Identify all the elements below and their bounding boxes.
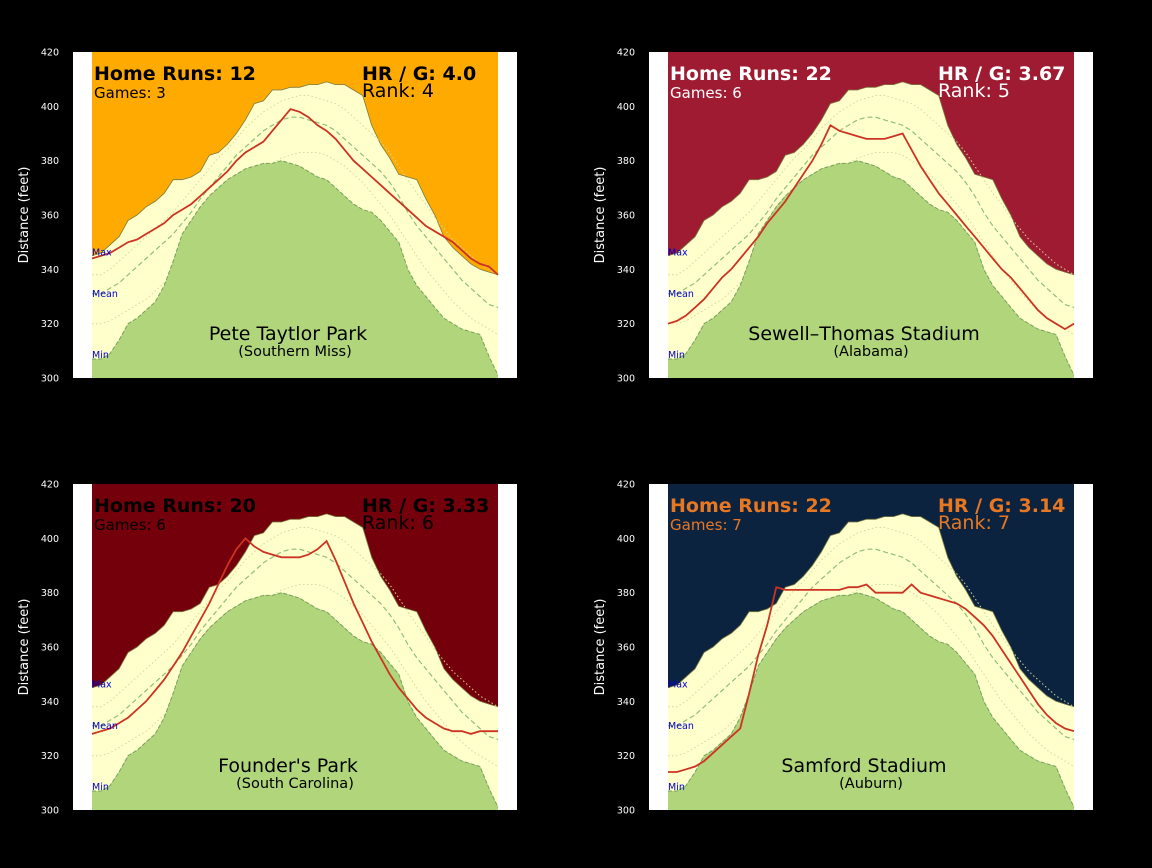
hr-per-game-text: HR / G: 3.33 — [362, 495, 489, 517]
mean-band-label: Mean — [92, 721, 118, 732]
fence-range-band — [92, 81, 498, 376]
y-tick-label: 300 — [41, 374, 59, 385]
home-runs-text: Home Runs: 12 — [94, 63, 256, 85]
max-fence-edge — [667, 81, 1075, 276]
y-tick-label: 300 — [617, 806, 635, 817]
team-name: (South Carolina) — [236, 776, 354, 792]
field-area — [668, 592, 1074, 810]
chart-panel-3: 300 320 340 360 380 400 420 Distance (feet) Max M… — [17, 480, 517, 817]
park-fence-line — [667, 124, 1075, 331]
y-tick-label: 400 — [41, 534, 59, 545]
max-band-label: Max — [92, 679, 112, 690]
mean-fence-line — [92, 116, 499, 308]
y-tick-label: 420 — [41, 480, 59, 491]
mean-fence-line — [668, 116, 1075, 308]
y-tick-label: 420 — [617, 480, 635, 491]
y-tick-label: 400 — [617, 102, 635, 113]
min-fence-edge — [668, 160, 1075, 376]
chart-panel-4: 300 320 340 360 380 400 420 Distance (feet) Max M… — [593, 480, 1093, 817]
max-band-label: Max — [92, 247, 112, 258]
y-tick-label: 380 — [617, 588, 635, 599]
min-fence-edge — [668, 592, 1075, 808]
y-tick-label: 380 — [41, 156, 59, 167]
y-tick-label: 400 — [41, 102, 59, 113]
team-name: (Alabama) — [833, 344, 908, 360]
team-name: (Auburn) — [839, 776, 903, 792]
y-axis-label: Distance (feet) — [593, 167, 608, 264]
games-text: Games: 3 — [94, 84, 166, 102]
chart-panel-2: 300 320 340 360 380 400 420 Distance (feet) Max M… — [593, 48, 1093, 385]
rank-text: Rank: 6 — [362, 512, 434, 534]
mean-fence-line — [92, 548, 499, 740]
y-tick-label: 400 — [617, 534, 635, 545]
home-runs-text: Home Runs: 22 — [670, 495, 832, 517]
field-area — [92, 592, 498, 810]
min-fence-edge — [92, 592, 499, 808]
y-tick-label: 340 — [617, 697, 635, 708]
mean-fence-line — [668, 548, 1075, 740]
max-fence-edge — [91, 81, 499, 276]
hr-per-game-text: HR / G: 3.14 — [938, 495, 1065, 517]
park-fence-line — [668, 583, 1075, 773]
fence-range-band — [668, 513, 1074, 808]
park-name: Samford Stadium — [781, 755, 946, 777]
park-name: Pete Taytlor Park — [209, 323, 367, 345]
y-tick-label: 340 — [41, 265, 59, 276]
park-fence-line — [91, 536, 498, 735]
team-name: (Southern Miss) — [238, 344, 352, 360]
max-band-label: Max — [668, 247, 688, 258]
max-fence-edge — [91, 513, 499, 708]
y-tick-label: 380 — [41, 588, 59, 599]
y-tick-label: 300 — [617, 374, 635, 385]
fence-range-band — [92, 513, 498, 808]
y-tick-label: 320 — [41, 751, 59, 762]
min-band-label: Min — [92, 350, 109, 361]
max-band-label: Max — [668, 679, 688, 690]
mean-band-label: Mean — [668, 721, 694, 732]
y-tick-label: 360 — [41, 211, 59, 222]
field-area — [668, 160, 1074, 378]
hr-per-game-text: HR / G: 3.67 — [938, 63, 1065, 85]
min-band-label: Min — [668, 782, 685, 793]
chart-panel-1: 300 320 340 360 380 400 420 Distance (feet) Max M… — [17, 48, 517, 385]
rank-text: Rank: 4 — [362, 80, 434, 102]
y-tick-label: 380 — [617, 156, 635, 167]
field-area — [92, 160, 498, 378]
y-tick-label: 360 — [617, 211, 635, 222]
y-tick-label: 340 — [617, 265, 635, 276]
park-fence-line — [91, 108, 499, 276]
y-axis-label: Distance (feet) — [17, 167, 32, 264]
min-fence-edge — [92, 160, 499, 376]
hr-per-game-text: HR / G: 4.0 — [362, 63, 476, 85]
y-axis-label: Distance (feet) — [593, 599, 608, 696]
y-tick-label: 300 — [41, 806, 59, 817]
home-runs-text: Home Runs: 20 — [94, 495, 256, 517]
y-tick-label: 340 — [41, 697, 59, 708]
y-tick-label: 360 — [41, 643, 59, 654]
park-name: Founder's Park — [218, 755, 358, 777]
min-band-label: Min — [92, 782, 109, 793]
y-tick-label: 320 — [617, 319, 635, 330]
y-axis-label: Distance (feet) — [17, 599, 32, 696]
fence-range-band — [668, 81, 1074, 376]
y-tick-label: 320 — [41, 319, 59, 330]
y-tick-label: 320 — [617, 751, 635, 762]
games-text: Games: 7 — [670, 516, 742, 534]
park-name: Sewell–Thomas Stadium — [748, 323, 979, 345]
rank-text: Rank: 7 — [938, 512, 1010, 534]
min-band-label: Min — [668, 350, 685, 361]
home-runs-text: Home Runs: 22 — [670, 63, 832, 85]
max-fence-edge — [667, 513, 1075, 708]
y-tick-label: 420 — [617, 48, 635, 59]
games-text: Games: 6 — [94, 516, 166, 534]
mean-band-label: Mean — [92, 289, 118, 300]
y-tick-label: 420 — [41, 48, 59, 59]
y-tick-label: 360 — [617, 643, 635, 654]
mean-band-label: Mean — [668, 289, 694, 300]
rank-text: Rank: 5 — [938, 80, 1010, 102]
games-text: Games: 6 — [670, 84, 742, 102]
